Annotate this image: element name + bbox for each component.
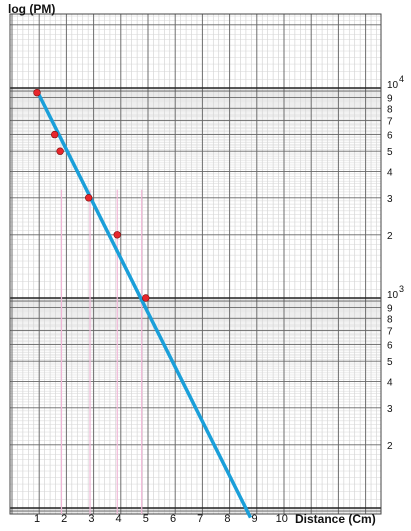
vertical-markers	[60, 189, 143, 514]
data-point	[142, 294, 150, 302]
x-tick-label: 10	[276, 513, 288, 525]
y-decade-exponent: 4	[399, 74, 404, 84]
x-tick-label: 1	[34, 513, 40, 525]
y-tick-label: 4	[387, 378, 393, 389]
y-tick-label: 5	[387, 147, 393, 158]
y-axis-label: log (PM)	[8, 2, 55, 16]
fit-line	[35, 89, 253, 519]
x-tick-label: 7	[197, 513, 203, 525]
x-axis-label: Distance (Cm)	[295, 512, 376, 526]
x-tick-labels: 1 2 3 4 5 6 7 8 9 10	[34, 513, 288, 525]
x-tick-label: 9	[252, 513, 258, 525]
y-tick-label: 9	[387, 304, 393, 315]
y-tick-label: 8	[387, 314, 393, 325]
x-tick-label: 4	[116, 513, 122, 525]
y-tick-label: 6	[387, 341, 393, 352]
data-point	[84, 194, 93, 202]
y-tick-label: 2	[387, 231, 393, 242]
y-tick-label: 7	[387, 327, 393, 338]
x-tick-label: 6	[170, 513, 176, 525]
grid-minor	[10, 14, 381, 514]
y-tick-label: 3	[387, 194, 393, 205]
plot-frame	[9, 13, 382, 515]
data-point	[56, 147, 64, 155]
x-tick-label: 2	[61, 513, 67, 525]
fit-line-group	[35, 89, 253, 519]
data-points	[33, 88, 150, 302]
x-tick-label: 3	[88, 513, 94, 525]
y-tick-label: 8	[387, 104, 393, 115]
y-tick-label: 5	[387, 357, 393, 368]
x-tick-label: 8	[224, 513, 230, 525]
y-tick-label: 2	[387, 441, 393, 452]
data-point	[33, 88, 41, 97]
y-decade-label: 10	[387, 290, 399, 301]
data-point	[113, 231, 121, 239]
y-decade-label: 10	[387, 80, 399, 91]
data-point	[50, 130, 59, 139]
y-tick-label: 6	[387, 131, 393, 142]
y-tick-label: 9	[387, 94, 393, 105]
y-tick-label: 7	[387, 117, 393, 128]
y-tick-label: 4	[387, 168, 393, 179]
y-decade-exponent: 3	[399, 284, 404, 294]
y-tick-label: 3	[387, 404, 393, 415]
x-tick-label: 5	[143, 513, 149, 525]
